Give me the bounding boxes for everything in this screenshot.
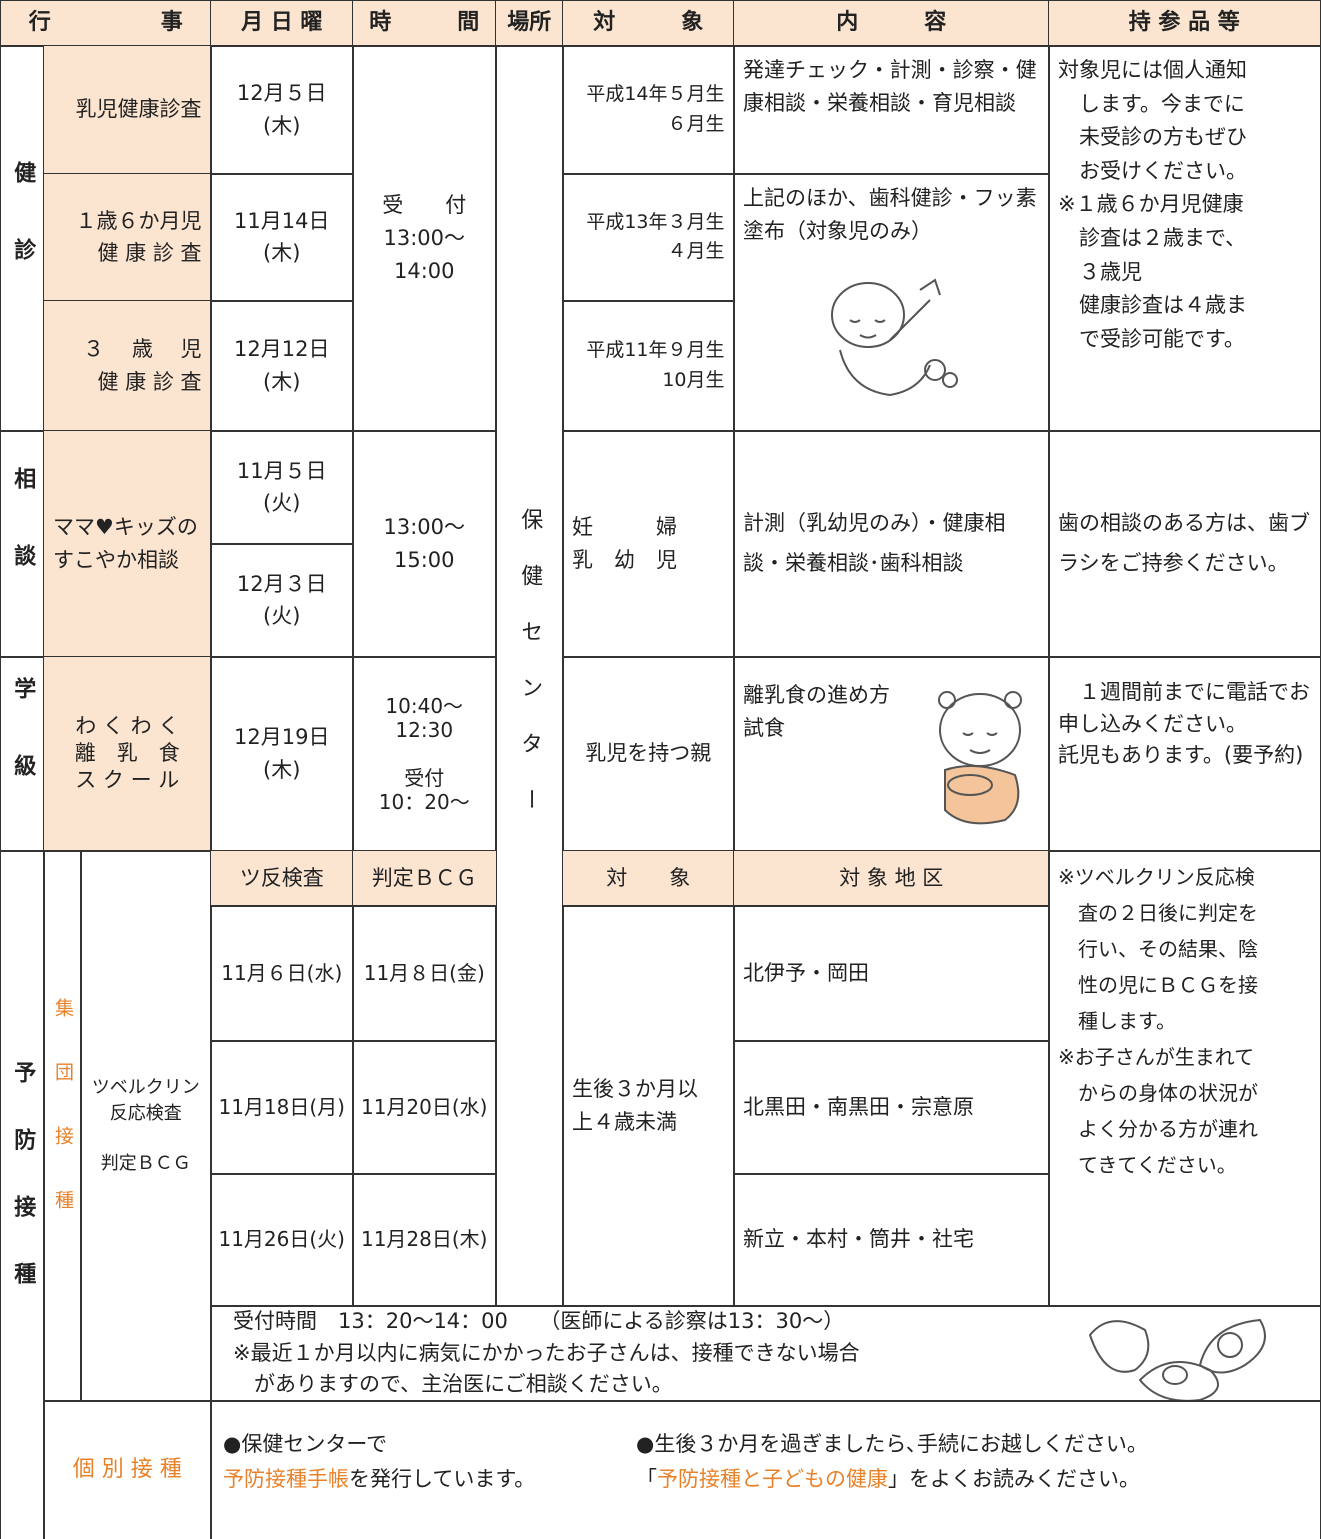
date-cell: 11月８日(金) (352, 905, 497, 1042)
date-cell: 12月５日(木) (210, 45, 354, 175)
date-cell: 11月26日(火) (210, 1173, 354, 1307)
illustration (820, 270, 970, 405)
individual-cell: ●保健センターで 予防接種手帳を発行しています。 ●生後３か月を過ぎましたら､手続に… (210, 1400, 1321, 1539)
illustration (925, 685, 1035, 825)
time-cell: 13:00～15:00 (352, 430, 497, 658)
date-cell: 11月14日(木) (210, 173, 354, 302)
event-name: 乳児健康診査 (43, 45, 212, 175)
place-cell: 保健センター (495, 45, 564, 1307)
bracket: 「 (636, 1466, 657, 1491)
highlight: 予防接種と子どもの健康 (657, 1466, 888, 1491)
time-cell: 10:40～12:30 受付 10：20～ (352, 656, 497, 852)
info-line: ●保健センターで (223, 1432, 388, 1456)
info-block: ●保健センターで 予防接種手帳を発行しています。 (223, 1427, 535, 1496)
category-label: 学級 (0, 656, 45, 852)
note-cell: ※ツベルクリン反応検 査の２日後に判定を 行い、その結果、陰 性の児にＢＣＧを接… (1048, 850, 1321, 1307)
illustration (1080, 1310, 1310, 1402)
notice-line: 受付時間 13：20～14：00 （医師による診察は13：30～） (233, 1309, 845, 1333)
header-cell: 対 象 (562, 0, 735, 47)
notice-line: ※最近１か月以内に病気にかかったお子さんは、接種できない場合 (233, 1340, 860, 1365)
date-cell: 11月28日(木) (352, 1173, 497, 1307)
header-cell: 持 参 品 等 (1048, 0, 1321, 47)
date-cell: 12月19日(木) (210, 656, 354, 852)
date-cell: 12月12日(木) (210, 300, 354, 432)
content-cell: 発達チェック・計測・診察・健康相談・栄養相談・育児相談 (733, 45, 1050, 175)
info-block: ●生後３か月を過ぎましたら､手続にお越しください。 「予防接種と子どもの健康」をよ… (636, 1427, 1148, 1496)
column-head: 対 象 (562, 850, 735, 907)
date-cell: 11月18日(月) (210, 1040, 354, 1175)
column-head: ツ反検査 (210, 850, 354, 907)
bring-cell: １週間前までに電話でお申し込みください。 託児もあります。(要予約) (1048, 656, 1321, 852)
content-cell: 離乳食の進め方 試食 (733, 656, 1050, 852)
target-cell: 平成13年３月生 ４月生 (562, 173, 735, 302)
content-cell: 計測（乳幼児のみ）・健康相談・栄養相談･歯科相談 (733, 430, 1050, 658)
event-name: １歳６か月児 健 康 診 査 (43, 173, 212, 302)
area-cell: 北黒田・南黒田・宗意原 (733, 1040, 1050, 1175)
date-cell: 11月６日(水) (210, 905, 354, 1042)
area-cell: 新立・本村・筒井・社宅 (733, 1173, 1050, 1307)
target-cell: 平成11年９月生 10月生 (562, 300, 735, 432)
target-cell: 生後３か月以 上４歳未満 (562, 905, 735, 1307)
date-cell: 11月20日(水) (352, 1040, 497, 1175)
target-cell: 平成14年５月生 ６月生 (562, 45, 735, 175)
group-label: 集団接種 (43, 850, 82, 1402)
content-cell: 上記のほか、歯科健診・フッ素塗布（対象児のみ） (733, 173, 1050, 432)
header-cell: 月 日 曜 (210, 0, 354, 47)
target-cell: 乳児を持つ親 (562, 656, 735, 852)
column-head: 判定ＢＣＧ (352, 850, 497, 907)
event-name: わ く わ く 離 乳 食 ス ク ー ル (43, 656, 212, 852)
info-text: を発行しています。 (349, 1466, 536, 1491)
highlight: 予防接種手帳 (223, 1466, 349, 1491)
info-line: 予防接種手帳を発行しています。 (223, 1462, 535, 1497)
individual-label: 個 別 接 種 (43, 1400, 212, 1539)
area-cell: 北伊予・岡田 (733, 905, 1050, 1042)
category-label: 健診 (0, 45, 45, 432)
target-cell: 妊 婦 乳 幼 児 (562, 430, 735, 658)
header-cell: 時 間 (352, 0, 497, 47)
info-line: ●生後３か月を過ぎましたら､手続にお越しください。 (636, 1432, 1148, 1456)
bring-cell: 歯の相談のある方は、歯ブラシをご持参ください。 (1048, 430, 1321, 658)
header-cell: 行 事 (0, 0, 212, 47)
event-name: ママ♥キッズの すこやか相談 (43, 430, 212, 658)
time-cell: 受 付 13:00～14:00 (352, 45, 497, 432)
column-head: 対 象 地 区 (733, 850, 1050, 907)
date-cell: 12月３日(火) (210, 543, 354, 658)
notice-cell: 受付時間 13：20～14：00 （医師による診察は13：30～） ※最近１か月以… (210, 1305, 1321, 1402)
info-text: 」をよくお読みください。 (888, 1466, 1140, 1491)
event-name: ３ 歳 児 健 康 診 査 (43, 300, 212, 432)
info-line: 「予防接種と子どもの健康」をよくお読みください。 (636, 1462, 1148, 1497)
bring-cell: 対象児には個人通知 します。今までに 未受診の方もぜひ お受けください。 ※１歳… (1048, 45, 1321, 432)
group-name: ツベルクリン 反応検査 判定ＢＣＧ (80, 850, 212, 1402)
header-cell: 場所 (495, 0, 564, 47)
category-label: 相談 (0, 430, 45, 658)
notice-line: がありますので、主治医にご相談ください。 (233, 1372, 673, 1396)
date-cell: 11月５日(火) (210, 430, 354, 545)
header-cell: 内 容 (733, 0, 1050, 47)
category-label: 予防接種 (0, 850, 45, 1539)
